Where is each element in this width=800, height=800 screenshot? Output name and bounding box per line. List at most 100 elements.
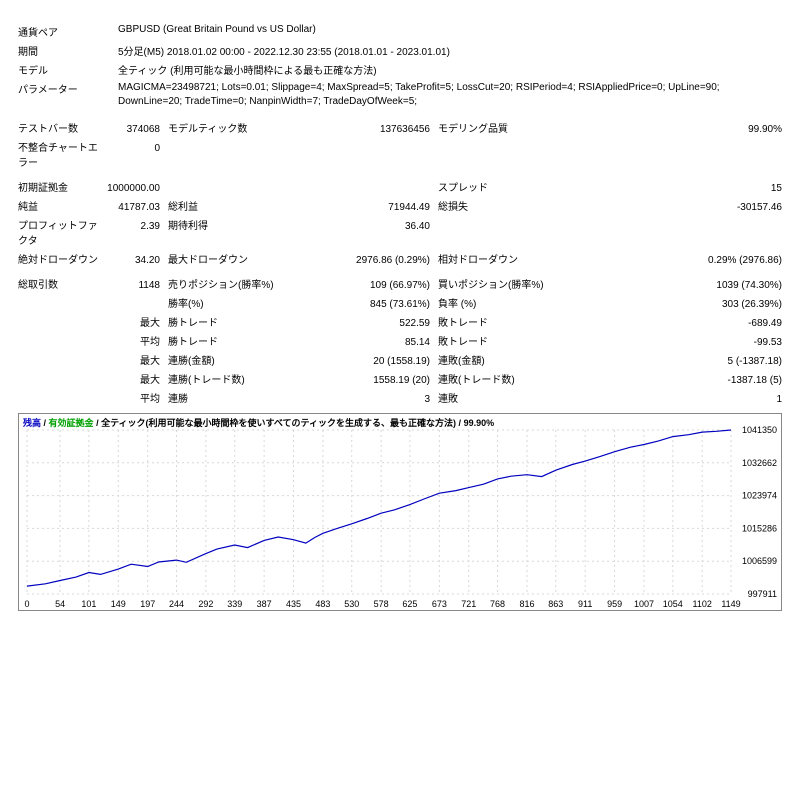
chart-legend: 残高 / 有効証拠金 / 全ティック(利用可能な最小時間枠を使いすべてのティック… [23, 416, 494, 429]
label-model: モデル [18, 62, 118, 77]
stats-row: テストバー数374068モデルティック数137636456モデリング品質99.9… [18, 118, 782, 137]
stats-value3: 1 [568, 394, 782, 405]
svg-text:768: 768 [490, 599, 505, 609]
stats-label3: 総損失 [438, 198, 568, 213]
stats-row: 平均勝トレード85.14敗トレード-99.53 [18, 331, 782, 350]
stats-label2: 勝トレード [168, 314, 298, 329]
stats-label2: 売りポジション(勝率%) [168, 276, 298, 291]
stats-label3: 敗トレード [438, 333, 568, 348]
stats-label3: 相対ドローダウン [438, 251, 568, 266]
svg-text:1041350: 1041350 [742, 425, 777, 435]
stats-value2: 85.14 [298, 337, 438, 348]
stats-value2: 137636456 [298, 124, 438, 135]
stats-value1: 34.20 [98, 255, 168, 266]
stats-row: 不整合チャートエラー0 [18, 137, 782, 171]
stats-label1: プロフィットファクタ [18, 217, 98, 247]
stats-value3: -30157.46 [568, 202, 782, 213]
chart-canvas: 1041350103266210239741015286100659999791… [19, 414, 781, 610]
stats-row: 勝率(%)845 (73.61%)負率 (%)303 (26.39%) [18, 293, 782, 312]
stats-value3: -689.49 [568, 318, 782, 329]
svg-text:1149: 1149 [721, 599, 740, 609]
svg-text:911: 911 [578, 599, 592, 609]
stats-label1: 初期証拠金 [18, 179, 98, 194]
stats-value1: 1000000.00 [98, 183, 168, 194]
stats-label2: 連勝(金額) [168, 352, 298, 367]
stats-label2: 期待利得 [168, 217, 298, 232]
stats-value2: 845 (73.61%) [298, 299, 438, 310]
stats-value3: -1387.18 (5) [568, 375, 782, 386]
svg-text:816: 816 [519, 599, 534, 609]
svg-text:292: 292 [198, 599, 213, 609]
stats-row: 初期証拠金1000000.00 スプレッド15 [18, 177, 782, 196]
stats-label3: 負率 (%) [438, 295, 568, 310]
stats-label2: 連勝(トレード数) [168, 371, 298, 386]
legend-equity: 有効証拠金 [49, 418, 94, 428]
value-model: 全ティック (利用可能な最小時間枠による最も正確な方法) [118, 62, 782, 77]
stats-label3: モデリング品質 [438, 120, 568, 135]
svg-text:339: 339 [227, 599, 242, 609]
label-currency-pair: 通貨ペア [18, 24, 118, 39]
stats-row: 絶対ドローダウン34.20最大ドローダウン2976.86 (0.29%)相対ドロ… [18, 249, 782, 268]
legend-method: 全ティック(利用可能な最小時間枠を使いすべてのティックを生成する、最も正確な方法… [101, 418, 456, 428]
stats-label2: モデルティック数 [168, 120, 298, 135]
value-parameters: MAGICMA=23498721; Lots=0.01; Slippage=4;… [118, 81, 782, 108]
stats-value2: 71944.49 [298, 202, 438, 213]
row-parameters: パラメーター MAGICMA=23498721; Lots=0.01; Slip… [18, 79, 782, 110]
legend-balance: 残高 [23, 418, 41, 428]
stats-label3: スプレッド [438, 179, 568, 194]
stats-label1: 純益 [18, 198, 98, 213]
svg-text:673: 673 [432, 599, 447, 609]
svg-text:149: 149 [111, 599, 126, 609]
stats-value2: 522.59 [298, 318, 438, 329]
stats-value3: 99.90% [568, 124, 782, 135]
stats-label3: 連敗 [438, 390, 568, 405]
value-period: 5分足(M5) 2018.01.02 00:00 - 2022.12.30 23… [118, 43, 782, 58]
stats-label1: 不整合チャートエラー [18, 139, 98, 169]
stats-value2: 20 (1558.19) [298, 356, 438, 367]
balance-chart: 残高 / 有効証拠金 / 全ティック(利用可能な最小時間枠を使いすべてのティック… [18, 413, 782, 611]
svg-text:1006599: 1006599 [742, 556, 777, 566]
stats-label2: 勝トレード [168, 333, 298, 348]
svg-text:959: 959 [607, 599, 622, 609]
svg-text:1032662: 1032662 [742, 458, 777, 468]
stats-value3: 303 (26.39%) [568, 299, 782, 310]
stats-value1: 最大 [98, 352, 168, 367]
svg-text:721: 721 [461, 599, 476, 609]
stats-label3: 連敗(金額) [438, 352, 568, 367]
stats-value3: -99.53 [568, 337, 782, 348]
svg-text:863: 863 [548, 599, 563, 609]
label-period: 期間 [18, 43, 118, 58]
stats-label2: 勝率(%) [168, 295, 298, 310]
stats-row: 総取引数1148売りポジション(勝率%)109 (66.97%)買いポジション(… [18, 274, 782, 293]
stats-row: 平均連勝3連敗1 [18, 388, 782, 407]
stats-value3: 1039 (74.30%) [568, 280, 782, 291]
stats-value2: 3 [298, 394, 438, 405]
svg-text:0: 0 [24, 599, 29, 609]
stats-value3: 15 [568, 183, 782, 194]
stats-value2: 109 (66.97%) [298, 280, 438, 291]
stats-value1: 最大 [98, 314, 168, 329]
stats-value1: 41787.03 [98, 202, 168, 213]
stats-label3: 敗トレード [438, 314, 568, 329]
stats-row: 最大連勝(トレード数)1558.19 (20)連敗(トレード数)-1387.18… [18, 369, 782, 388]
legend-quality: 99.90% [464, 418, 495, 428]
stats-value1: 平均 [98, 390, 168, 405]
row-currency-pair: 通貨ペア GBPUSD (Great Britain Pound vs US D… [18, 22, 782, 41]
row-model: モデル 全ティック (利用可能な最小時間枠による最も正確な方法) [18, 60, 782, 79]
svg-text:1015286: 1015286 [742, 523, 777, 533]
svg-text:54: 54 [55, 599, 65, 609]
svg-text:435: 435 [286, 599, 301, 609]
stats-label1: テストバー数 [18, 120, 98, 135]
svg-text:197: 197 [140, 599, 155, 609]
stats-value1: 2.39 [98, 221, 168, 232]
stats-table: テストバー数374068モデルティック数137636456モデリング品質99.9… [18, 118, 782, 407]
stats-label2: 連勝 [168, 390, 298, 405]
stats-row: 最大勝トレード522.59敗トレード-689.49 [18, 312, 782, 331]
stats-value3: 0.29% (2976.86) [568, 255, 782, 266]
stats-label1: 総取引数 [18, 276, 98, 291]
svg-text:483: 483 [315, 599, 330, 609]
stats-label2: 総利益 [168, 198, 298, 213]
svg-text:1102: 1102 [693, 599, 712, 609]
stats-value2: 1558.19 (20) [298, 375, 438, 386]
stats-value1: 374068 [98, 124, 168, 135]
